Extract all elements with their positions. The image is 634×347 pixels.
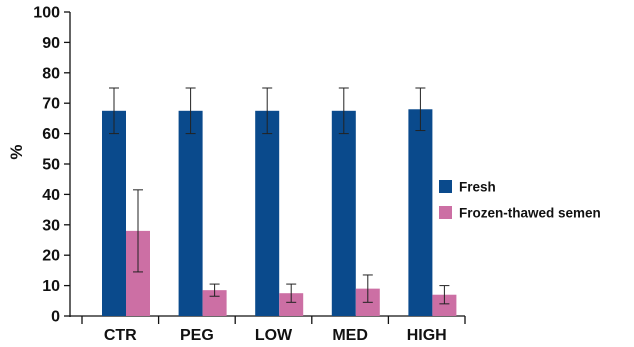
y-tick-label: 30 [42,217,60,234]
y-axis-title: % [7,144,26,159]
y-tick-label: 60 [42,126,60,143]
y-tick-label: 70 [42,96,60,113]
bar-fresh [408,109,433,316]
y-axis: 0 10 20 30 40 50 60 70 80 90 100 [33,5,71,326]
y-tick-label: 50 [42,157,60,174]
bar-fresh [102,110,126,316]
y-tick-label: 0 [51,309,60,326]
y-tick-label: 20 [42,248,60,265]
bar-fresh [178,110,203,316]
y-tick-label: 90 [42,35,60,52]
error-bars [109,87,450,305]
legend-swatch-frozen-thawed [439,206,452,219]
x-category-label: LOW [255,327,293,344]
y-tick-label: 100 [33,5,60,22]
x-category-label: HIGH [407,327,447,344]
x-category-label: MED [332,327,368,344]
y-tick-label: 10 [42,278,60,295]
x-axis: CTR PEG LOW MED HIGH [70,315,466,344]
bar-fresh [331,110,356,316]
x-category-label: PEG [180,327,214,344]
bar-frozen-thawed [432,294,457,316]
bar-frozen-thawed [279,293,304,316]
legend-swatch-fresh [439,180,452,193]
legend-label: Fresh [459,180,496,195]
bars [102,109,457,316]
legend: Fresh Frozen-thawed semen [439,180,601,221]
legend-label: Frozen-thawed semen [459,206,601,221]
y-tick-label: 80 [42,65,60,82]
bar-fresh [255,110,280,316]
y-tick-label: 40 [42,187,60,204]
x-category-label: CTR [104,327,137,344]
